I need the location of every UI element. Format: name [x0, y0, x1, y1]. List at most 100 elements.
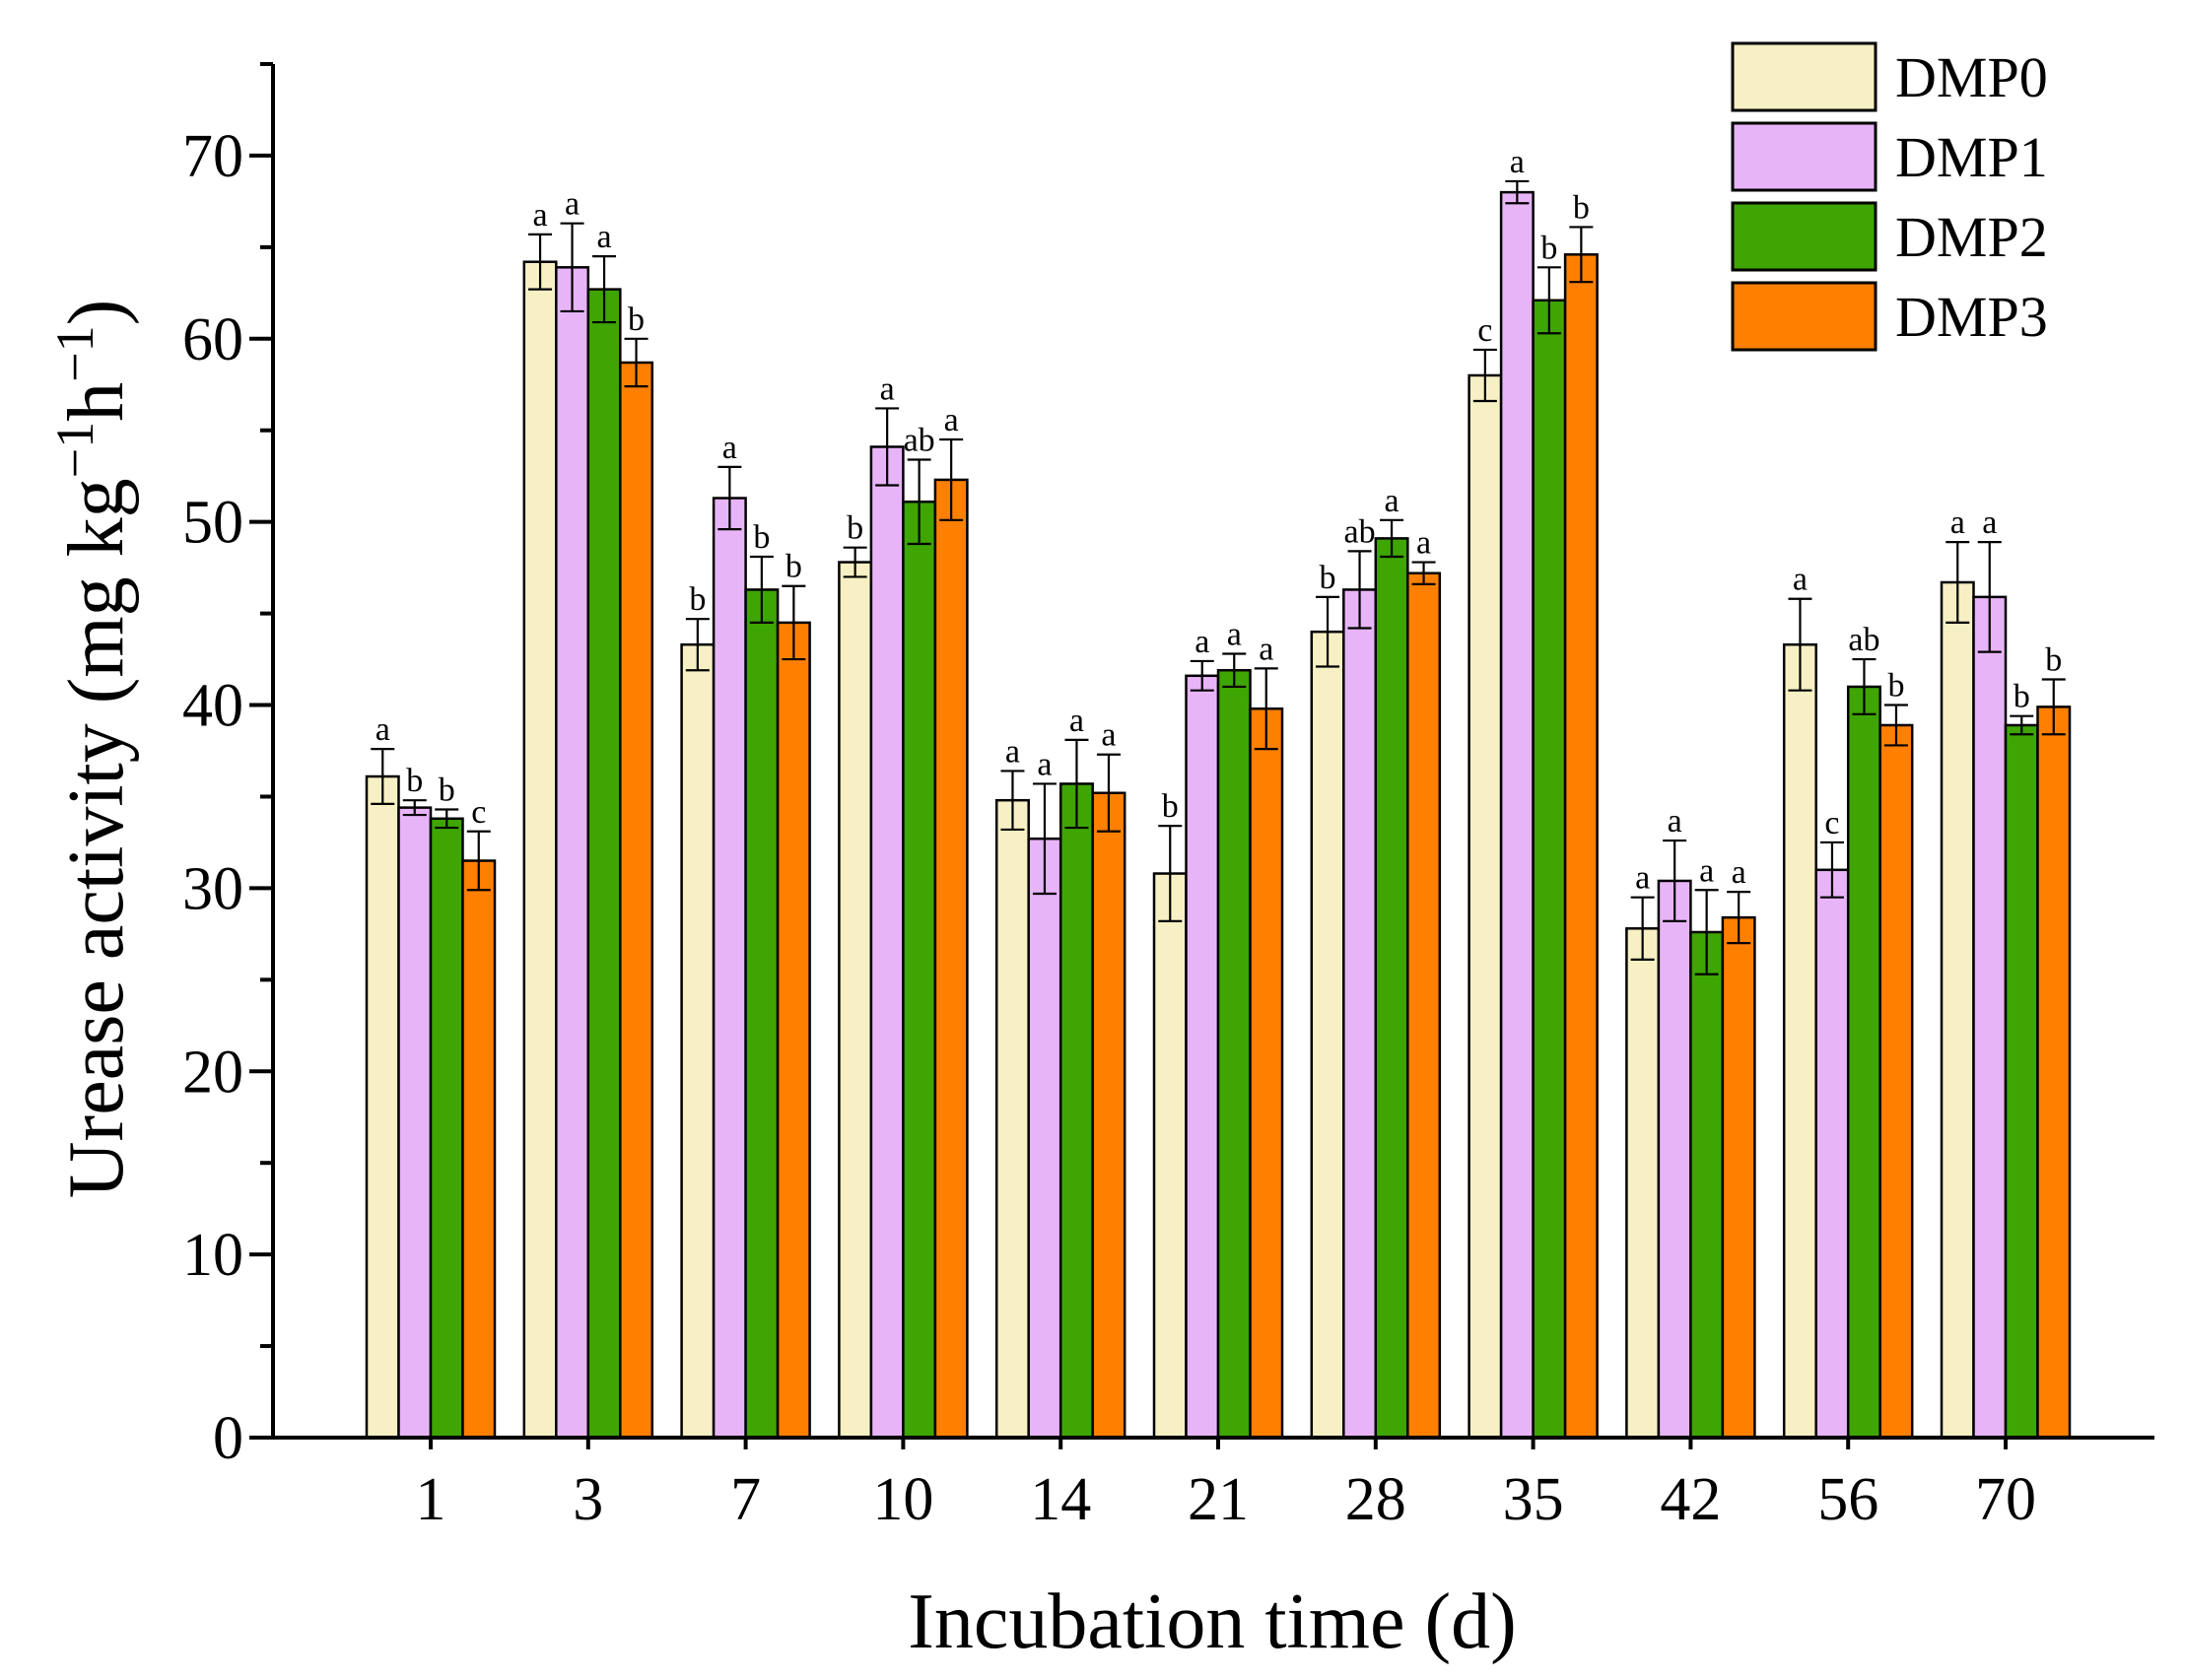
significance-label: a [1227, 616, 1242, 652]
bar [2036, 706, 2072, 1440]
significance-label: a [944, 402, 959, 438]
significance-label: b [2014, 679, 2030, 715]
significance-label: ab [904, 422, 935, 458]
bar [1249, 707, 1284, 1440]
significance-label: b [689, 581, 706, 618]
significance-label: a [533, 197, 548, 234]
significance-label: a [1416, 525, 1431, 562]
significance-label: a [1101, 717, 1116, 754]
bar [397, 806, 433, 1440]
y-axis-title-sup1: −1 [45, 422, 104, 478]
y-axis-title-suffix: ) [53, 300, 140, 326]
significance-label: a [1005, 733, 1020, 770]
legend-label: DMP1 [1895, 125, 2048, 189]
bar [776, 621, 811, 1440]
bar [1657, 879, 1692, 1440]
bar [1689, 930, 1725, 1440]
bar [1563, 253, 1599, 1440]
bar [1878, 723, 1914, 1440]
significance-label: b [2045, 642, 2062, 679]
significance-label: b [753, 519, 770, 556]
bar [869, 445, 905, 1440]
y-axis-title-sup2: −1 [45, 325, 104, 381]
y-tick-label: 0 [213, 1405, 243, 1472]
significance-label: b [1540, 230, 1557, 266]
x-tick-label: 14 [1030, 1466, 1091, 1533]
significance-label: a [1195, 624, 1209, 660]
bar [1342, 588, 1378, 1440]
bar [994, 798, 1030, 1440]
bar [1499, 190, 1535, 1440]
y-tick-label: 50 [182, 490, 243, 557]
y-tick-label: 60 [182, 306, 243, 373]
significance-label: b [847, 510, 863, 547]
significance-label: a [1069, 703, 1084, 739]
legend-swatch [1731, 281, 1878, 352]
significance-label: b [439, 772, 455, 808]
significance-label: b [628, 302, 645, 338]
y-tick-label: 20 [182, 1039, 243, 1106]
x-axis-title: Incubation time (d) [908, 1579, 1517, 1665]
bar [680, 642, 716, 1440]
legend: DMP0 DMP1 DMP2 DMP3 [1731, 41, 2048, 352]
significance-label: a [1385, 483, 1400, 519]
y-tick-label: 30 [182, 855, 243, 922]
significance-label: a [1259, 631, 1273, 667]
y-ticks: 0 10 20 30 40 50 60 70 [182, 62, 273, 1472]
legend-swatch [1731, 121, 1878, 192]
significance-label: ab [1848, 622, 1879, 658]
significance-label: a [1699, 852, 1714, 889]
legend-label: DMP0 [1895, 45, 2048, 109]
significance-label: b [1887, 668, 1904, 705]
bar [838, 561, 873, 1440]
significance-label: a [565, 186, 580, 223]
bar [1406, 571, 1442, 1440]
axes: 0 10 20 30 40 50 60 70 1 3 7 10 14 21 28 35 42 56 70 [182, 62, 2154, 1533]
significance-label: a [880, 370, 895, 407]
x-tick-label: 21 [1188, 1466, 1249, 1533]
x-tick-label: 42 [1660, 1466, 1721, 1533]
significance-label: ab [1344, 513, 1376, 550]
significance-label: a [1732, 854, 1746, 891]
y-tick-label: 10 [182, 1222, 243, 1289]
significance-label: a [1037, 746, 1052, 782]
bar [555, 266, 590, 1440]
bar [429, 817, 464, 1440]
bar [1091, 791, 1127, 1440]
x-tick-label: 28 [1345, 1466, 1406, 1533]
significance-label: c [1824, 805, 1839, 841]
significance-label: a [1950, 504, 1965, 541]
bar [522, 260, 558, 1440]
x-tick-label: 70 [1975, 1466, 2036, 1533]
significance-label: b [785, 549, 802, 585]
bar [1310, 630, 1345, 1440]
bar [712, 497, 747, 1440]
bar [1374, 537, 1409, 1440]
bar [1721, 915, 1756, 1440]
bar [1216, 668, 1252, 1440]
bar [1625, 927, 1661, 1440]
bar [1027, 837, 1062, 1440]
legend-label: DMP2 [1895, 205, 2048, 269]
x-tick-label: 56 [1817, 1466, 1878, 1533]
bar [933, 478, 969, 1440]
significance-label: c [1477, 312, 1492, 349]
bar [1846, 685, 1881, 1440]
significance-label: a [1982, 504, 1997, 541]
x-tick-label: 3 [573, 1466, 603, 1533]
y-tick-label: 40 [182, 673, 243, 740]
bar [1152, 872, 1188, 1440]
significance-label: a [1793, 562, 1808, 598]
bar [1814, 868, 1850, 1440]
significance-label: b [1573, 189, 1590, 226]
y-axis-title: Urease activity (mg kg−1h−1) [45, 300, 140, 1198]
bar [902, 500, 937, 1440]
legend-swatch [1731, 41, 1878, 112]
y-axis-title-prefix: Urease activity (mg kg [53, 478, 140, 1198]
bar [1468, 373, 1503, 1440]
bar [586, 288, 622, 1440]
significance-label: b [406, 763, 423, 799]
bar [1940, 580, 1975, 1440]
y-tick-label: 70 [182, 123, 243, 190]
